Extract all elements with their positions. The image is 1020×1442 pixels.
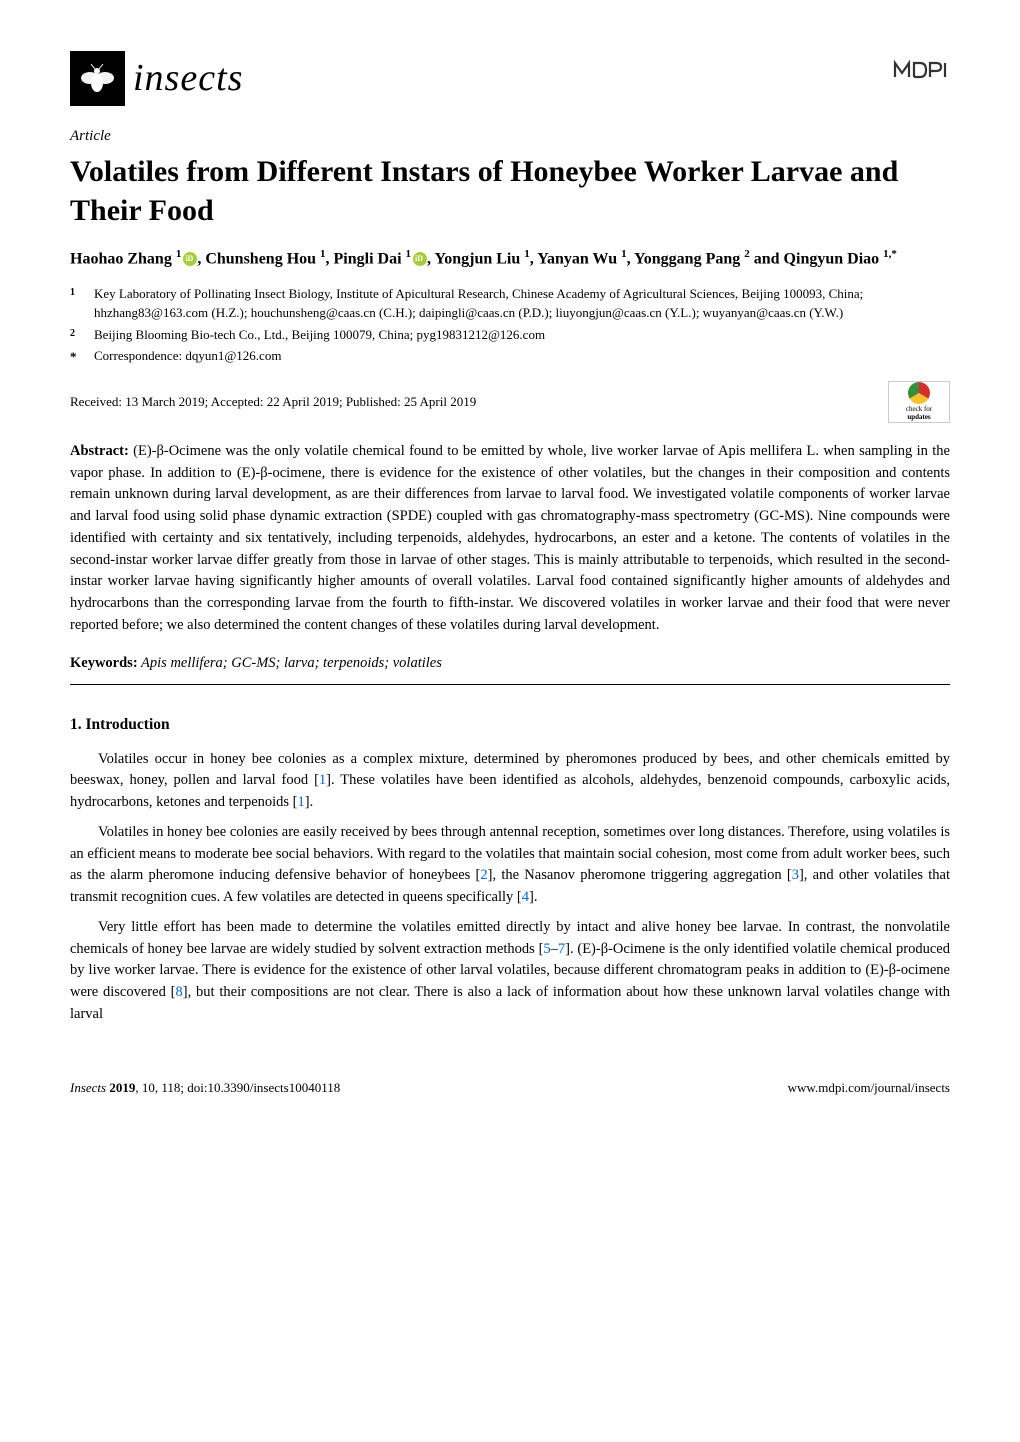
affiliation-item: 1 Key Laboratory of Pollinating Insect B…	[94, 285, 950, 323]
affiliations: 1 Key Laboratory of Pollinating Insect B…	[70, 285, 950, 367]
body-paragraph: Very little effort has been made to dete…	[70, 917, 950, 1026]
footer-year: 2019	[109, 1080, 135, 1095]
keywords-label: Keywords:	[70, 655, 138, 671]
article-title: Volatiles from Different Instars of Hone…	[70, 152, 950, 230]
affiliation-text: Correspondence: dqyun1@126.com	[94, 347, 281, 367]
author-name: , Yongjun Liu	[427, 250, 520, 267]
journal-icon	[70, 51, 125, 106]
keywords-text: Apis mellifera; GC-MS; larva; terpenoids…	[138, 655, 442, 671]
body-text: –	[551, 941, 558, 957]
body-text: ].	[305, 794, 313, 810]
abstract-text: (E)-β-Ocimene was the only volatile chem…	[70, 443, 950, 633]
author-name: and	[750, 250, 784, 267]
author-name: , Pingli Dai	[326, 250, 402, 267]
author-name: , Chunsheng Hou	[197, 250, 316, 267]
footer-rest: , 10, 118; doi:10.3390/insects10040118	[135, 1080, 340, 1095]
body-text: ].	[529, 889, 537, 905]
affiliation-item: 2 Beijing Blooming Bio-tech Co., Ltd., B…	[94, 326, 950, 345]
dates-row: Received: 13 March 2019; Accepted: 22 Ap…	[70, 381, 950, 423]
check-updates-line2: updates	[907, 413, 930, 421]
check-updates-icon	[908, 382, 930, 404]
reference-link[interactable]: 2	[480, 867, 487, 883]
abstract-label: Abstract:	[70, 443, 129, 459]
abstract: Abstract: (E)-β-Ocimene was the only vol…	[70, 441, 950, 637]
author-name: Haohao Zhang	[70, 250, 172, 267]
author-sup: 1,*	[883, 248, 897, 260]
check-updates-text: check for updates	[906, 406, 932, 421]
reference-link[interactable]: 4	[522, 889, 529, 905]
body-text: ], but their compositions are not clear.…	[70, 984, 950, 1022]
author-sup: 1	[406, 248, 412, 260]
affiliation-marker: 2	[70, 326, 94, 345]
page-footer: Insects 2019, 10, 118; doi:10.3390/insec…	[70, 1078, 950, 1098]
affiliation-text: Beijing Blooming Bio-tech Co., Ltd., Bei…	[94, 326, 545, 345]
reference-link[interactable]: 5	[543, 941, 550, 957]
mdpi-logo	[890, 50, 950, 103]
footer-url[interactable]: www.mdpi.com/journal/insects	[788, 1078, 950, 1098]
affiliation-marker: *	[70, 347, 94, 367]
header-row: insects	[70, 50, 950, 107]
footer-journal: Insects	[70, 1080, 106, 1095]
author-name: , Yanyan Wu	[530, 250, 617, 267]
body-paragraph: Volatiles occur in honey bee colonies as…	[70, 749, 950, 814]
section-heading-introduction: 1. Introduction	[70, 713, 950, 736]
section-divider	[70, 684, 950, 685]
journal-logo: insects	[70, 50, 243, 107]
authors-line: Haohao Zhang 1 , Chunsheng Hou 1 , Pingli …	[70, 246, 950, 271]
orcid-icon	[413, 252, 427, 266]
affiliation-marker: 1	[70, 285, 94, 323]
keywords: Keywords: Apis mellifera; GC-MS; larva; …	[70, 653, 950, 675]
body-text: ], the Nasanov pheromone triggering aggr…	[488, 867, 792, 883]
reference-link[interactable]: 3	[792, 867, 799, 883]
article-type: Article	[70, 125, 950, 148]
check-updates-badge[interactable]: check for updates	[888, 381, 950, 423]
author-sup: 1	[176, 248, 182, 260]
dates-text: Received: 13 March 2019; Accepted: 22 Ap…	[70, 392, 476, 412]
footer-citation: Insects 2019, 10, 118; doi:10.3390/insec…	[70, 1078, 340, 1098]
reference-link[interactable]: 1	[298, 794, 305, 810]
orcid-icon	[183, 252, 197, 266]
reference-link[interactable]: 8	[175, 984, 182, 1000]
journal-name: insects	[133, 50, 243, 107]
body-paragraph: Volatiles in honey bee colonies are easi…	[70, 822, 950, 909]
author-name: , Yonggang Pang	[627, 250, 741, 267]
author-name: Qingyun Diao	[784, 250, 880, 267]
affiliation-item: * Correspondence: dqyun1@126.com	[94, 347, 950, 367]
affiliation-text: Key Laboratory of Pollinating Insect Bio…	[94, 285, 950, 323]
